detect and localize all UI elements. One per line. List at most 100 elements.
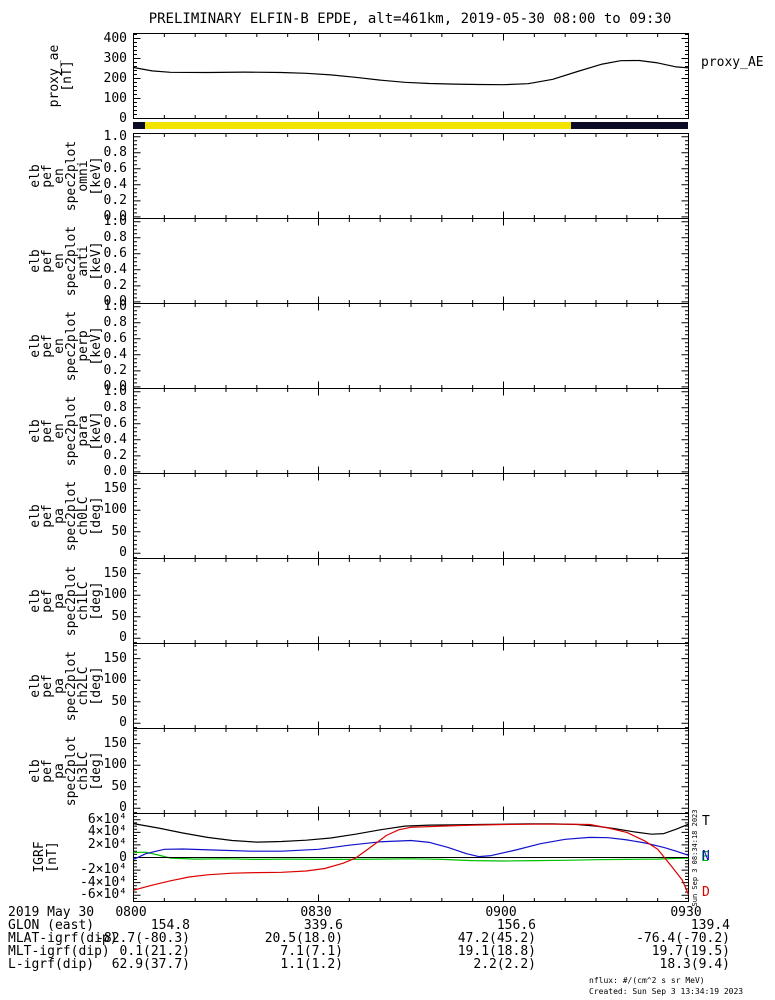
sunbar-segment xyxy=(133,122,146,129)
ephemeris-value: 18.3(9.4) xyxy=(659,957,730,972)
ytick-label: 150 xyxy=(103,735,127,751)
ephemeris-value: 339.6 xyxy=(303,918,343,933)
series-proxy_AE xyxy=(133,59,689,86)
ytick-label: 0 xyxy=(119,545,127,561)
axis-ticks xyxy=(133,558,689,644)
axis-ticks xyxy=(133,33,689,119)
panel-igrf xyxy=(133,813,689,902)
panel-en_anti xyxy=(133,218,689,304)
axis-ticks xyxy=(133,388,689,474)
ephemeris-row-label: 2019 May 30 xyxy=(8,905,95,920)
igrf-series-label-t: T xyxy=(702,814,710,829)
ephemeris-row-label: MLAT-igrf(dip) xyxy=(8,931,118,946)
yaxis-title-column: [deg] xyxy=(89,750,104,791)
igrf-series-label-n: N xyxy=(702,849,710,864)
ytick-label: 0.4 xyxy=(103,346,127,362)
ytick-label: 300 xyxy=(103,50,127,66)
ytick-label: 150 xyxy=(103,565,127,581)
ytick-label: 150 xyxy=(103,480,127,496)
ytick-label: 0.0 xyxy=(103,378,127,394)
flux-units-note: nflux: #/(cm^2 s sr MeV) xyxy=(589,976,705,985)
ytick-label: 0.4 xyxy=(103,176,127,192)
ytick-label: 0.8 xyxy=(103,314,127,330)
ytick-label: 400 xyxy=(103,30,127,46)
ytick-label: 0.0 xyxy=(103,463,127,479)
axis-ticks xyxy=(133,728,689,814)
ytick-label: 50 xyxy=(111,523,127,539)
ephemeris-row-time: 2019 May 30 0800 0830 0900 0930 xyxy=(0,906,775,919)
panel-border xyxy=(133,388,689,474)
ytick-label: 100 xyxy=(103,757,127,773)
igrf-series-label-d: D xyxy=(702,885,710,900)
ytick-label: 50 xyxy=(111,693,127,709)
ytick-label: 1.0 xyxy=(103,213,127,229)
ytick-label: 0.6 xyxy=(103,330,127,346)
side-timestamp: Sun Sep 3 08:34:18 2023 xyxy=(691,809,699,907)
ytick-label: 0.4 xyxy=(103,431,127,447)
axis-ticks xyxy=(133,303,689,389)
xtick-label: 0800 xyxy=(115,905,147,920)
xtick-label: 0930 xyxy=(670,905,702,920)
panel-pa_ch3lc xyxy=(133,728,689,814)
ytick-label: 1.0 xyxy=(103,298,127,314)
panel-border xyxy=(133,218,689,304)
proxy-ae-right-label: proxy_AE xyxy=(701,55,764,70)
axis-ticks xyxy=(133,473,689,559)
ephemeris-value: -82.7(-80.3) xyxy=(96,931,190,946)
panel-en_para xyxy=(133,388,689,474)
ytick-label: 0.2 xyxy=(103,277,127,293)
ytick-label: 100 xyxy=(103,672,127,688)
ephemeris-row-mlat: MLAT-igrf(dip) -82.7(-80.3) 20.5(18.0) 4… xyxy=(0,932,775,945)
ephemeris-row-lshell: L-igrf(dip) 62.9(37.7) 1.1(1.2) 2.2(2.2)… xyxy=(0,958,775,971)
yaxis-title-column: [deg] xyxy=(89,495,104,536)
ytick-label: -6×10⁴ xyxy=(80,887,127,903)
panel-border xyxy=(133,303,689,389)
axis-ticks xyxy=(133,643,689,729)
ytick-label: 100 xyxy=(103,587,127,603)
igrf-series-label-e: E xyxy=(701,850,709,865)
series-T xyxy=(133,823,689,843)
panel-border xyxy=(133,643,689,729)
ytick-label: 0.0 xyxy=(103,293,127,309)
sunbar-segment xyxy=(571,122,688,129)
ephemeris-value: 156.6 xyxy=(496,918,536,933)
ytick-label: 0.0 xyxy=(103,208,127,224)
panel-en_perp xyxy=(133,303,689,389)
sunbar-segment xyxy=(145,122,572,129)
ytick-label: -4×10⁴ xyxy=(80,874,127,890)
ytick-label: 1.0 xyxy=(103,128,127,144)
yaxis-title-column: [keV] xyxy=(89,410,104,451)
ytick-label: 50 xyxy=(111,608,127,624)
ephemeris-value: 47.2(45.2) xyxy=(457,931,536,946)
yaxis-title-column: [deg] xyxy=(89,665,104,706)
panel-en_omni xyxy=(133,133,689,219)
ephemeris-value: 19.7(19.5) xyxy=(651,944,730,959)
ytick-label: 0 xyxy=(119,849,127,865)
ephemeris-row-label: L-igrf(dip) xyxy=(8,957,95,972)
series-N xyxy=(133,836,689,860)
ytick-label: 0 xyxy=(119,630,127,646)
ytick-label: 2×10⁴ xyxy=(87,836,127,852)
xtick-label: 0830 xyxy=(300,905,332,920)
panel-border xyxy=(133,33,689,119)
panel-pa_ch1lc xyxy=(133,558,689,644)
ephemeris-row-glon: GLON (east) 154.8 339.6 156.6 139.4 xyxy=(0,919,775,932)
ytick-label: 0.8 xyxy=(103,229,127,245)
ytick-label: 0.6 xyxy=(103,160,127,176)
ephemeris-value: -76.4(-70.2) xyxy=(636,931,730,946)
ytick-label: 0.2 xyxy=(103,447,127,463)
yaxis-title-column: [keV] xyxy=(89,155,104,196)
yaxis-title-column: [nT] xyxy=(45,841,60,873)
ytick-label: 100 xyxy=(103,90,127,106)
yaxis-title-column: [nT] xyxy=(60,59,75,92)
panel-proxy_ae xyxy=(133,33,689,119)
ytick-label: 0 xyxy=(119,715,127,731)
ytick-label: 0.6 xyxy=(103,245,127,261)
ephemeris-value: 19.1(18.8) xyxy=(457,944,536,959)
ephemeris-value: 154.8 xyxy=(150,918,190,933)
panel-border xyxy=(133,558,689,644)
panel-border xyxy=(133,473,689,559)
axis-ticks xyxy=(133,133,689,219)
ytick-label: 50 xyxy=(111,778,127,794)
